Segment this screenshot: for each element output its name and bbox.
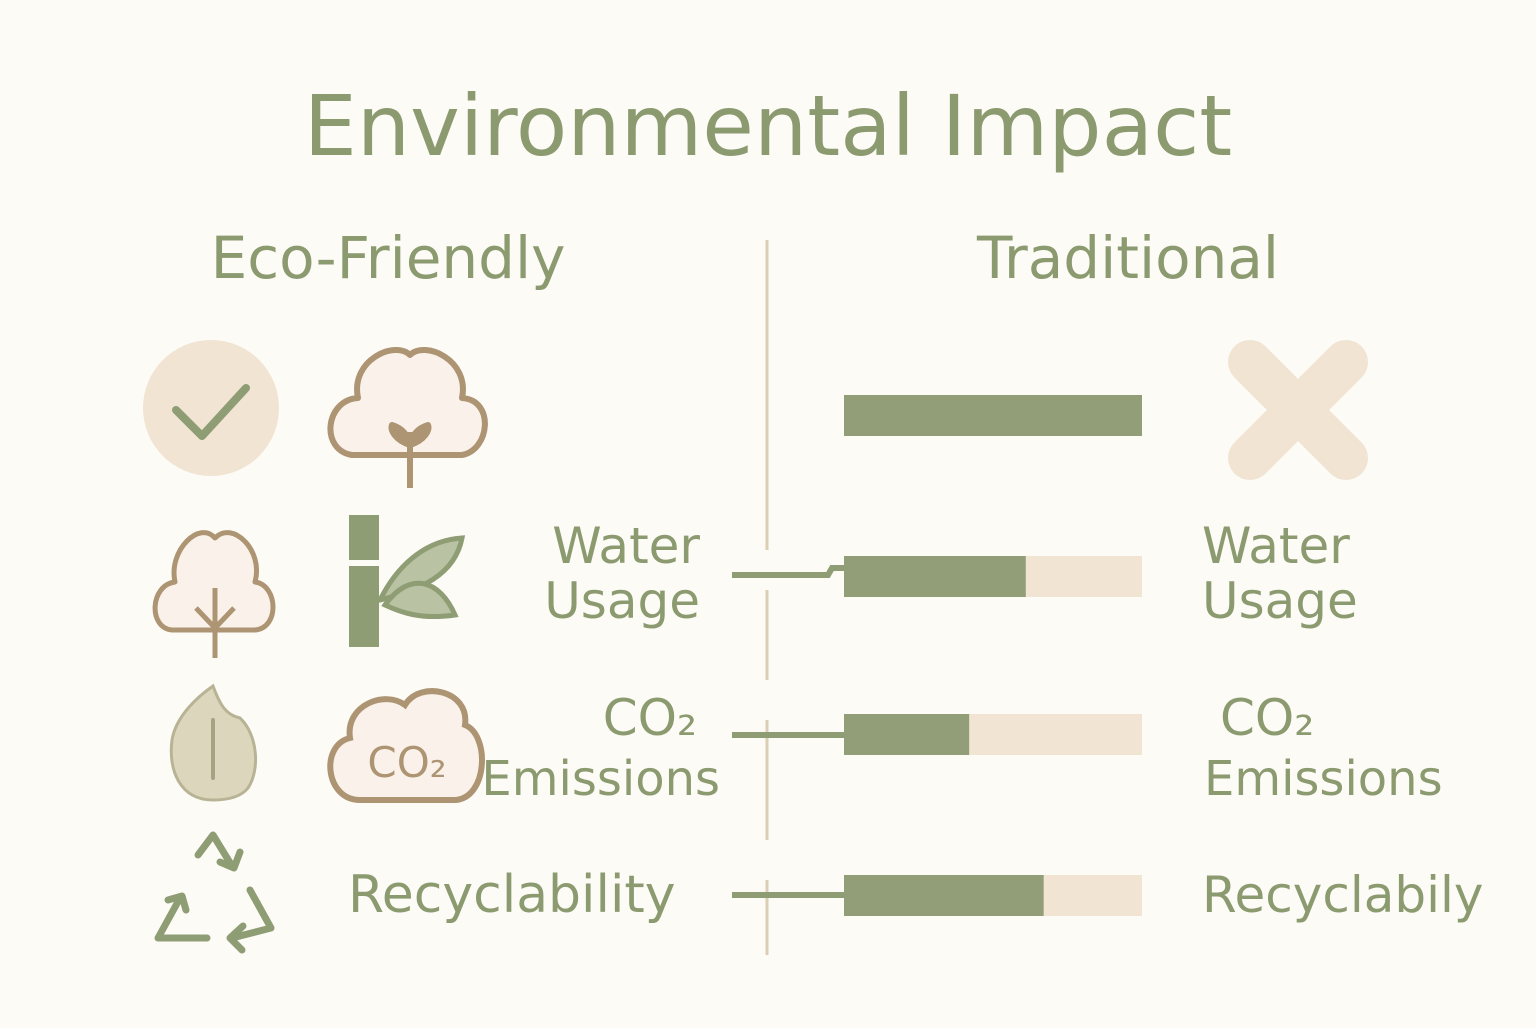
right-label: Recyclabily [1202, 866, 1483, 924]
left-label: Emissions [481, 751, 720, 807]
connectors [732, 565, 844, 898]
right-heading: Traditional [976, 224, 1279, 292]
right-label: CO₂ [1220, 689, 1314, 747]
right-label: Usage [1202, 572, 1358, 630]
left-heading: Eco-Friendly [211, 224, 566, 292]
bar [844, 395, 1142, 436]
left-label: Water [552, 517, 700, 575]
title: Environmental Impact [304, 77, 1232, 175]
check-icon [143, 340, 279, 476]
left-label: Recyclability [348, 865, 676, 925]
bar [844, 714, 970, 755]
left-label: CO₂ [603, 689, 697, 747]
x-icon [1228, 340, 1368, 480]
small-cotton-icon [152, 530, 276, 658]
cloud-icon-label: CO₂ [367, 738, 446, 787]
bar [844, 875, 1044, 916]
right-label: Emissions [1204, 751, 1443, 807]
recycle-icon [154, 831, 275, 954]
leaf-icon [169, 683, 258, 802]
bar [844, 556, 1026, 597]
right-label: Water [1202, 517, 1350, 575]
left-label: Usage [544, 572, 700, 630]
cotton-icon [327, 347, 488, 488]
bamboo-icon [346, 515, 466, 647]
co2-cloud-icon: CO₂ [327, 688, 485, 803]
